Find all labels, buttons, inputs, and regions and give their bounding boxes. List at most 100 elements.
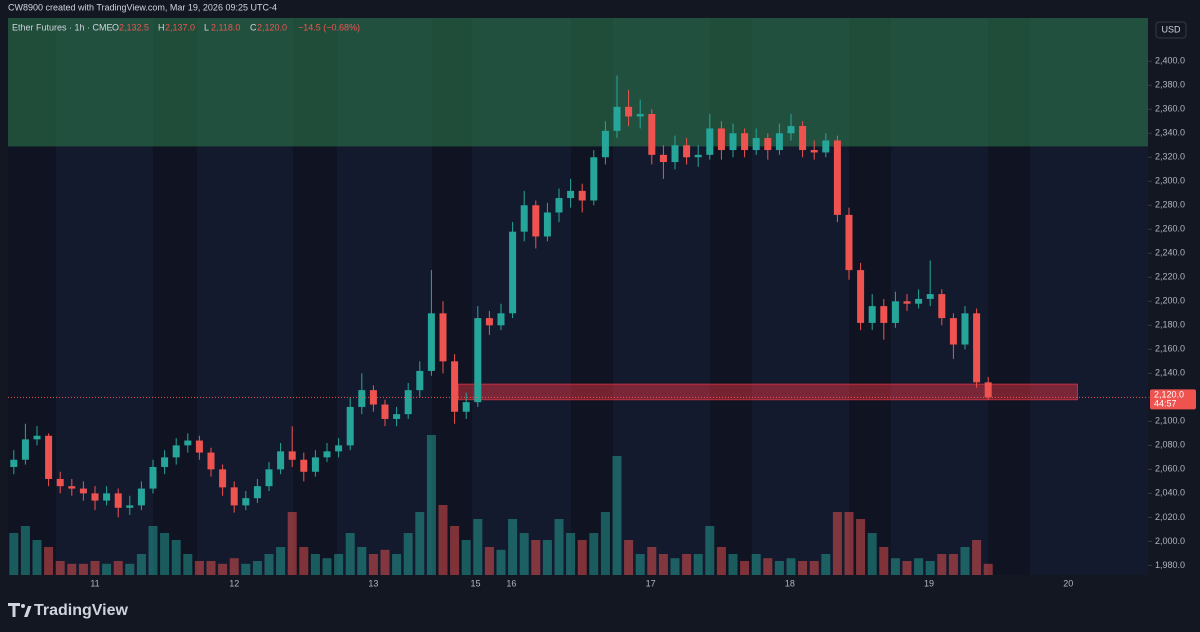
currency-label[interactable]: USD bbox=[1161, 24, 1181, 34]
logo-mark bbox=[8, 603, 20, 617]
candle-body bbox=[636, 114, 644, 117]
y-tick-label: 2,280.0 bbox=[1155, 200, 1185, 210]
volume-bar bbox=[461, 540, 471, 575]
volume-bar bbox=[925, 561, 935, 575]
candle-body bbox=[149, 466, 157, 489]
legend: Ether Futures · 1h · CME O 2,132.5 H 2,137.… bbox=[12, 22, 360, 32]
y-tick-label: 2,080.0 bbox=[1155, 440, 1185, 450]
candle-body bbox=[172, 445, 180, 458]
candle-body bbox=[427, 313, 435, 371]
currency-button[interactable] bbox=[1155, 21, 1187, 39]
candle-body bbox=[497, 313, 505, 326]
volume-bar bbox=[693, 554, 703, 575]
candle-body bbox=[462, 402, 470, 412]
candle-body bbox=[949, 318, 957, 345]
candle-body bbox=[10, 459, 18, 467]
y-tick-label: 2,020.0 bbox=[1155, 512, 1185, 522]
candle-body bbox=[764, 138, 772, 151]
legend-ohlc-letter: C bbox=[250, 22, 257, 32]
candle-body bbox=[799, 126, 807, 151]
volume-bar bbox=[914, 558, 924, 575]
candle-body bbox=[567, 190, 575, 199]
y-tick-label: 2,260.0 bbox=[1155, 224, 1185, 234]
volume-bar bbox=[658, 554, 668, 575]
volume-bar bbox=[450, 526, 460, 575]
volume-bar bbox=[322, 558, 332, 575]
candle-body bbox=[21, 439, 29, 460]
candle-body bbox=[648, 114, 656, 155]
volume-bar bbox=[392, 554, 402, 575]
candle-body bbox=[288, 451, 296, 460]
y-tick-label: 2,300.0 bbox=[1155, 176, 1185, 186]
volume-bar bbox=[218, 563, 228, 575]
candle-body bbox=[91, 493, 99, 501]
volume-bar bbox=[287, 512, 297, 575]
y-tick-label: 2,220.0 bbox=[1155, 272, 1185, 282]
zone bbox=[8, 18, 1148, 147]
logo-mark bbox=[24, 606, 32, 617]
candle-body bbox=[358, 390, 366, 407]
candle-body bbox=[787, 126, 795, 134]
y-tick-label: 2,060.0 bbox=[1155, 464, 1185, 474]
candle-body bbox=[219, 469, 227, 488]
candle-body bbox=[590, 157, 598, 201]
y-tick-label: 2,040.0 bbox=[1155, 488, 1185, 498]
candle-body bbox=[114, 493, 122, 508]
candle-body bbox=[474, 318, 482, 403]
candle-body bbox=[509, 231, 517, 314]
volume-bar bbox=[960, 547, 970, 575]
volume-bar bbox=[798, 561, 808, 575]
candle-body bbox=[601, 130, 609, 158]
candle-body bbox=[741, 133, 749, 151]
volume-bar bbox=[542, 540, 552, 575]
candle-body bbox=[694, 154, 702, 158]
volume-bar bbox=[403, 533, 413, 575]
candle-body bbox=[625, 106, 633, 117]
volume-bar bbox=[635, 554, 645, 575]
volume-bar bbox=[821, 554, 831, 575]
candle-body bbox=[973, 313, 981, 383]
volume-bars bbox=[9, 435, 993, 575]
volume-bar bbox=[728, 554, 738, 575]
volume-bar bbox=[125, 563, 135, 575]
last-price-label: 2,120.0 bbox=[1154, 390, 1184, 400]
volume-bar bbox=[357, 547, 367, 575]
legend-ohlc-value: 2,118.0 bbox=[211, 22, 240, 32]
volume-bar bbox=[647, 547, 657, 575]
candle-body bbox=[369, 390, 377, 405]
candle-body bbox=[868, 306, 876, 323]
candle-body bbox=[381, 404, 389, 419]
y-tick-label: 2,000.0 bbox=[1155, 536, 1185, 546]
volume-bar bbox=[380, 549, 390, 575]
candle-body bbox=[265, 469, 273, 487]
volume-bar bbox=[206, 561, 216, 575]
volume-bar bbox=[554, 519, 564, 575]
candle-body bbox=[323, 451, 331, 458]
volume-bar bbox=[832, 512, 842, 575]
candle-body bbox=[938, 294, 946, 319]
candle-body bbox=[520, 205, 528, 232]
volume-bar bbox=[600, 512, 610, 575]
x-tick-label: 13 bbox=[368, 578, 378, 588]
volume-bar bbox=[786, 558, 796, 575]
y-tick-label: 2,400.0 bbox=[1155, 56, 1185, 66]
candle-body bbox=[253, 486, 261, 499]
x-tick-label: 19 bbox=[924, 578, 934, 588]
y-tick-label: 1,980.0 bbox=[1155, 560, 1185, 570]
candle-body bbox=[79, 488, 87, 494]
x-tick-label: 18 bbox=[785, 578, 795, 588]
volume-bar bbox=[740, 561, 750, 575]
candle-body bbox=[555, 198, 563, 213]
volume-bar bbox=[32, 540, 42, 575]
volume-bar bbox=[90, 561, 100, 575]
volume-bar bbox=[705, 526, 715, 575]
y-tick-label: 2,360.0 bbox=[1155, 104, 1185, 114]
candle-body bbox=[891, 301, 899, 323]
zones bbox=[8, 18, 1148, 401]
volume-bar bbox=[334, 554, 344, 575]
y-tick-label: 2,380.0 bbox=[1155, 80, 1185, 90]
volume-bar bbox=[229, 558, 239, 575]
volume-bar bbox=[148, 526, 158, 575]
volume-bar bbox=[160, 533, 170, 575]
